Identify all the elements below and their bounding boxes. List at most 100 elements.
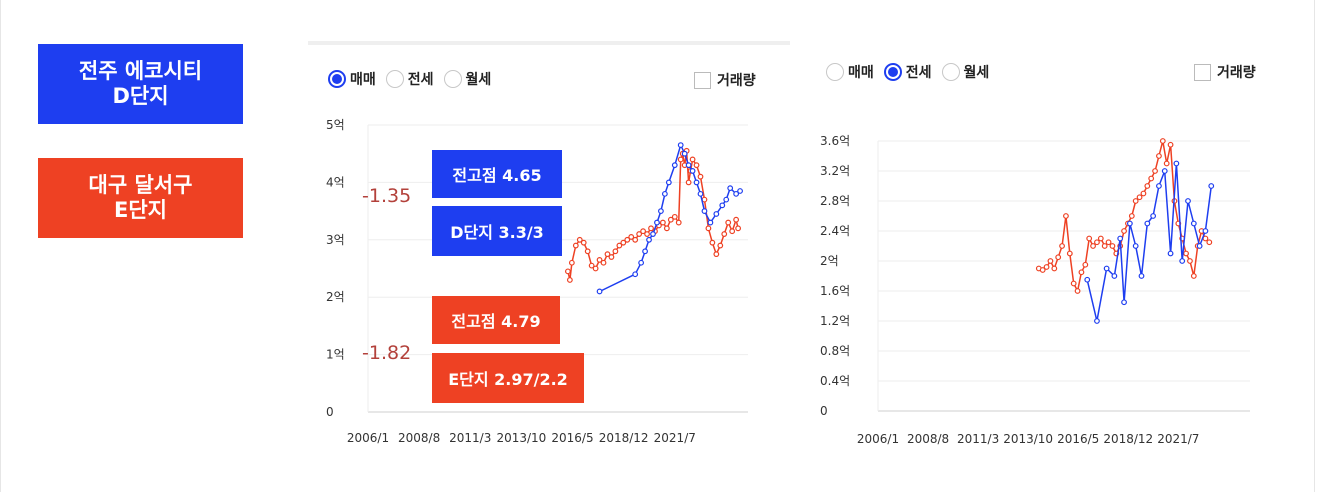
y-tick-label: 2억 bbox=[820, 254, 839, 268]
right-volume-label: 거래량 bbox=[1217, 65, 1256, 81]
data-point bbox=[697, 190, 704, 197]
frame-right-line bbox=[1314, 0, 1315, 492]
data-point bbox=[604, 251, 611, 258]
left-radio-monthly-label: 월세 bbox=[465, 72, 492, 88]
data-point bbox=[624, 236, 631, 243]
right-radio-sale[interactable]: 매매 bbox=[826, 62, 874, 82]
y-tick-label: 3.6억 bbox=[820, 134, 850, 148]
checkbox-icon bbox=[1194, 63, 1211, 81]
data-point bbox=[1202, 228, 1209, 234]
checkbox-icon bbox=[694, 71, 711, 89]
right-radio-jeonse[interactable]: 전세 bbox=[883, 62, 932, 82]
data-point bbox=[564, 268, 571, 275]
data-point bbox=[628, 234, 635, 240]
data-point bbox=[596, 256, 603, 263]
data-point bbox=[735, 225, 742, 232]
data-point bbox=[632, 236, 639, 243]
data-point bbox=[1103, 265, 1110, 272]
data-point bbox=[568, 259, 575, 266]
x-tick-label: 2008/8 bbox=[907, 432, 949, 446]
data-point bbox=[689, 168, 696, 174]
data-point bbox=[1126, 220, 1133, 227]
radio-unchecked-icon bbox=[941, 63, 960, 81]
y-tick-label: 0 bbox=[820, 404, 828, 418]
data-point bbox=[1190, 273, 1197, 279]
right-radio-sale-label: 매매 bbox=[848, 65, 874, 81]
data-point bbox=[1059, 243, 1065, 249]
y-tick-label: 3억 bbox=[326, 233, 345, 247]
data-point bbox=[1163, 160, 1170, 167]
data-point bbox=[709, 239, 716, 246]
data-point bbox=[1138, 273, 1145, 279]
x-tick-label: 2006/1 bbox=[347, 431, 389, 445]
data-point bbox=[1144, 220, 1151, 227]
data-point bbox=[1167, 250, 1174, 257]
right-jeonse-chart: 0 0.4억 0.8억 1.2억 1.6억 2억 2.4억 2.8억 3.2억 3.6억 2006/… bbox=[820, 134, 1250, 446]
left-radio-sale[interactable]: 매매 bbox=[328, 69, 376, 89]
data-point bbox=[697, 173, 704, 180]
data-point bbox=[620, 239, 627, 246]
x-tick-label: 2011/3 bbox=[957, 432, 999, 446]
right-radio-monthly[interactable]: 월세 bbox=[941, 62, 990, 82]
data-point bbox=[725, 219, 732, 226]
data-point bbox=[681, 150, 688, 157]
data-point bbox=[1084, 276, 1091, 283]
data-point bbox=[1156, 183, 1162, 189]
data-point bbox=[1132, 198, 1139, 204]
data-point bbox=[1047, 258, 1054, 264]
left-volume-checkbox[interactable]: 거래량 bbox=[694, 70, 756, 90]
legend-e-complex: 대구 달서구 E단지 bbox=[38, 158, 243, 238]
data-point bbox=[727, 185, 734, 192]
data-point bbox=[632, 271, 639, 278]
data-point bbox=[600, 259, 607, 266]
d-price-difference: -1.35 bbox=[362, 185, 412, 207]
data-point bbox=[1208, 183, 1215, 189]
left-radio-jeonse[interactable]: 전세 bbox=[385, 69, 434, 89]
legend-d-line1: 전주 에코시티 bbox=[78, 59, 203, 83]
right-volume-checkbox[interactable]: 거래량 bbox=[1194, 62, 1256, 82]
legend-d-complex: 전주 에코시티 D단지 bbox=[38, 44, 243, 124]
data-point bbox=[1167, 141, 1174, 148]
data-point bbox=[612, 248, 619, 255]
legend-d-line2: D단지 bbox=[112, 84, 169, 108]
series-line-e bbox=[567, 150, 739, 281]
data-point bbox=[576, 236, 583, 243]
data-point bbox=[592, 265, 599, 272]
data-point bbox=[1090, 243, 1096, 249]
panel-top-rule bbox=[308, 41, 790, 45]
data-point bbox=[693, 179, 700, 186]
data-point bbox=[1140, 190, 1147, 197]
legend-e-line2: E단지 bbox=[114, 198, 167, 222]
right-radio-monthly-label: 월세 bbox=[963, 65, 990, 81]
data-point bbox=[671, 213, 678, 220]
data-point bbox=[665, 179, 672, 186]
data-point bbox=[1190, 220, 1197, 227]
y-tick-label: 4억 bbox=[326, 175, 345, 189]
data-point bbox=[1117, 235, 1124, 242]
data-point bbox=[1173, 160, 1180, 167]
y-tick-label: 5억 bbox=[326, 118, 345, 132]
y-tick-label: 1억 bbox=[326, 348, 345, 362]
data-point bbox=[713, 211, 720, 217]
data-point bbox=[1187, 258, 1193, 264]
data-point bbox=[588, 262, 595, 269]
data-point bbox=[1196, 243, 1203, 249]
x-tick-label: 2021/7 bbox=[1157, 432, 1199, 446]
left-sale-chart: 0 1억 2억 3억 4억 5억 2006/1 2008/8 2011/3 2013/10 2016… bbox=[326, 118, 748, 445]
y-tick-label: 0.4억 bbox=[820, 374, 850, 388]
data-point bbox=[675, 219, 682, 226]
data-point bbox=[1039, 267, 1046, 273]
data-point bbox=[1161, 168, 1168, 174]
data-point bbox=[1066, 250, 1073, 257]
data-point bbox=[596, 288, 603, 295]
radio-checked-icon bbox=[328, 70, 346, 88]
data-point bbox=[685, 179, 692, 186]
x-tick-label: 2011/3 bbox=[449, 431, 491, 445]
left-radio-jeonse-label: 전세 bbox=[407, 72, 434, 88]
y-tick-label: 1.2억 bbox=[820, 314, 850, 328]
data-point bbox=[689, 156, 696, 163]
data-point bbox=[616, 242, 623, 249]
data-point bbox=[572, 242, 579, 249]
data-point bbox=[1082, 261, 1089, 268]
left-radio-monthly[interactable]: 월세 bbox=[443, 69, 492, 89]
